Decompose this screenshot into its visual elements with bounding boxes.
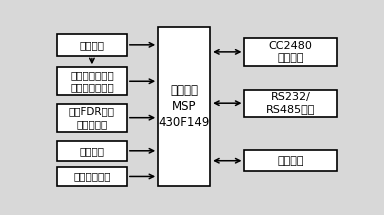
Bar: [57, 67, 127, 95]
Bar: [245, 38, 337, 66]
Text: 主控制器
MSP
430F149: 主控制器 MSP 430F149: [159, 84, 210, 129]
Text: 电池电源: 电池电源: [79, 40, 104, 50]
Text: 复位电路: 复位电路: [79, 146, 104, 156]
Bar: [245, 89, 337, 117]
Text: CC2480
协处理器: CC2480 协处理器: [268, 41, 313, 63]
Bar: [57, 141, 127, 161]
Text: RS232/
RS485通信: RS232/ RS485通信: [266, 92, 315, 114]
Bar: [245, 150, 337, 172]
Bar: [57, 34, 127, 56]
Bar: [57, 104, 127, 132]
Bar: [57, 166, 127, 186]
Text: 键盘控制电路: 键盘控制电路: [73, 171, 111, 181]
Text: 显示终端: 显示终端: [277, 156, 304, 166]
Text: 多路FDR土壤
水分传感器: 多路FDR土壤 水分传感器: [69, 106, 115, 129]
Bar: [158, 28, 210, 186]
Text: 多路土壤温度、
水分传感器电路: 多路土壤温度、 水分传感器电路: [70, 70, 114, 92]
